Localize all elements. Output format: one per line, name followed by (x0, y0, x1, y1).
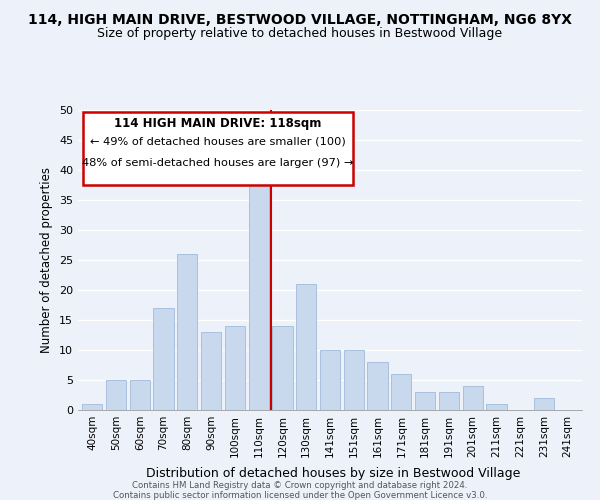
Text: 114 HIGH MAIN DRIVE: 118sqm: 114 HIGH MAIN DRIVE: 118sqm (114, 118, 322, 130)
Text: ← 49% of detached houses are smaller (100): ← 49% of detached houses are smaller (10… (90, 137, 346, 147)
Text: Size of property relative to detached houses in Bestwood Village: Size of property relative to detached ho… (97, 28, 503, 40)
Text: Contains public sector information licensed under the Open Government Licence v3: Contains public sector information licen… (113, 491, 487, 500)
Text: 114, HIGH MAIN DRIVE, BESTWOOD VILLAGE, NOTTINGHAM, NG6 8YX: 114, HIGH MAIN DRIVE, BESTWOOD VILLAGE, … (28, 12, 572, 26)
Bar (201, 332, 221, 410)
Bar (106, 380, 126, 410)
Bar (439, 392, 459, 410)
Bar (367, 362, 388, 410)
Text: Contains HM Land Registry data © Crown copyright and database right 2024.: Contains HM Land Registry data © Crown c… (132, 481, 468, 490)
Text: 48% of semi-detached houses are larger (97) →: 48% of semi-detached houses are larger (… (82, 158, 353, 168)
Bar (130, 380, 150, 410)
Bar (272, 326, 293, 410)
Bar (463, 386, 483, 410)
Bar (320, 350, 340, 410)
Bar (344, 350, 364, 410)
Bar (415, 392, 435, 410)
Bar (154, 308, 173, 410)
Y-axis label: Number of detached properties: Number of detached properties (40, 167, 53, 353)
Bar (225, 326, 245, 410)
Bar (177, 254, 197, 410)
Bar (248, 158, 269, 410)
FancyBboxPatch shape (83, 112, 353, 185)
Bar (82, 404, 103, 410)
Bar (534, 398, 554, 410)
Text: Distribution of detached houses by size in Bestwood Village: Distribution of detached houses by size … (146, 468, 520, 480)
Bar (391, 374, 412, 410)
Bar (296, 284, 316, 410)
Bar (487, 404, 506, 410)
